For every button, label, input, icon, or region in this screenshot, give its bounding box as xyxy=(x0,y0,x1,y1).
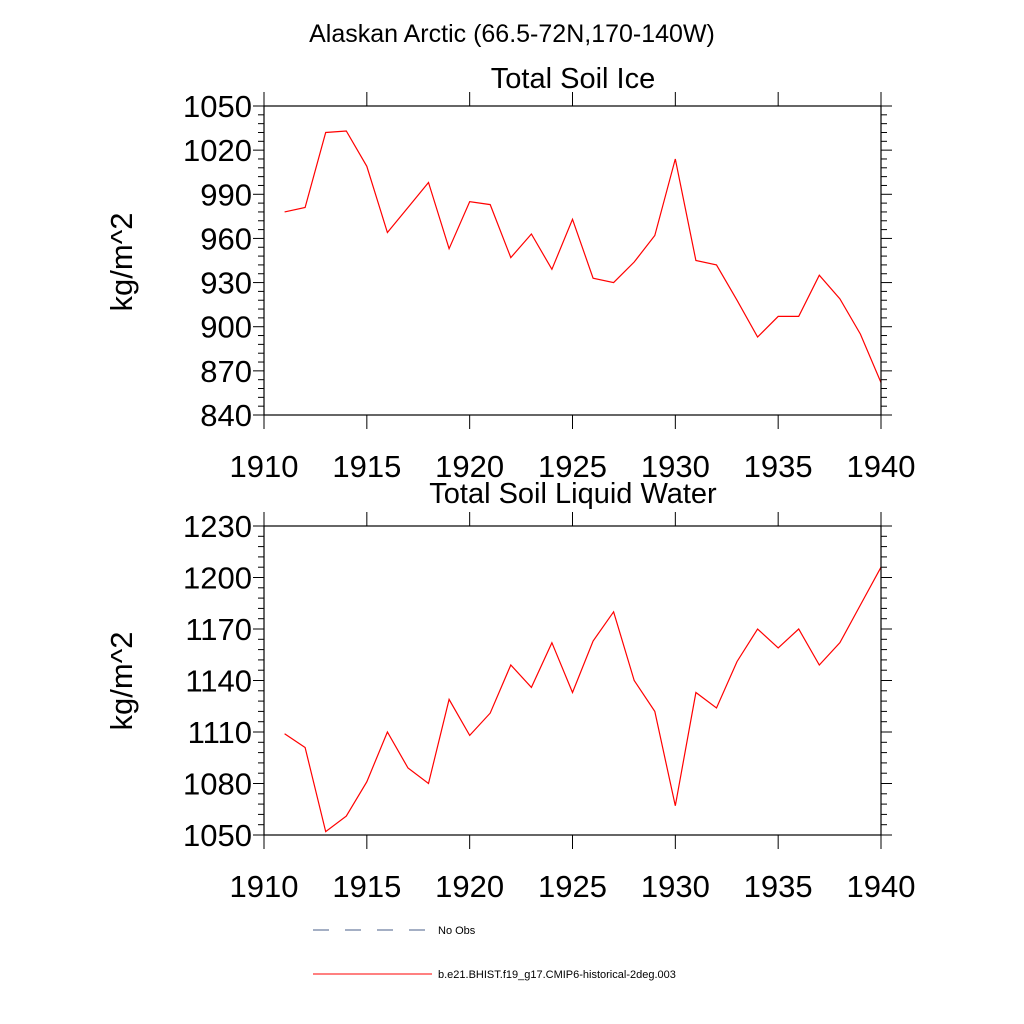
figure-suptitle: Alaskan Arctic (66.5-72N,170-140W) xyxy=(309,20,715,48)
legend-item-model-run: b.e21.BHIST.f19_g17.CMIP6-historical-2de… xyxy=(313,969,676,981)
y-tick-label: 1170 xyxy=(185,612,252,647)
x-tick-label: 1910 xyxy=(230,449,299,484)
series-line xyxy=(284,566,882,833)
series-marks xyxy=(284,566,882,833)
x-tick-label: 1940 xyxy=(847,869,916,904)
axes-ticks: 1050 1080 1110 1140 1170 1200 1230 1910 1915 1920… xyxy=(183,509,915,904)
legend-label: b.e21.BHIST.f19_g17.CMIP6-historical-2de… xyxy=(438,969,676,981)
x-tick-label: 1920 xyxy=(435,869,504,904)
y-tick-label: 1080 xyxy=(183,767,252,802)
legend-label: No Obs xyxy=(438,925,476,937)
x-tick-label: 1935 xyxy=(744,449,813,484)
y-tick-label: 930 xyxy=(200,266,252,301)
panel-title: Total Soil Ice xyxy=(491,63,655,95)
series-marks xyxy=(284,130,882,383)
y-tick-label: 840 xyxy=(200,398,252,433)
y-tick-label: 1230 xyxy=(183,509,252,544)
y-tick-label: 1140 xyxy=(185,664,252,699)
x-tick-label: 1910 xyxy=(230,869,299,904)
y-tick-label: 870 xyxy=(200,354,252,389)
y-tick-label: 900 xyxy=(200,310,252,345)
x-tick-label: 1915 xyxy=(332,869,401,904)
y-tick-label: 1050 xyxy=(183,818,252,853)
y-axis-label: kg/m^2 xyxy=(104,632,139,731)
plot-frame xyxy=(263,105,882,416)
y-tick-label: 1020 xyxy=(183,133,252,168)
y-tick-label: 1200 xyxy=(183,561,252,596)
x-tick-label: 1915 xyxy=(332,449,401,484)
y-tick-label: 990 xyxy=(200,177,252,212)
y-tick-label: 960 xyxy=(200,221,252,256)
axes-ticks: 840 870 900 930 960 990 1020 1050 1910 1915 1920 19… xyxy=(183,89,915,484)
x-tick-label: 1935 xyxy=(744,869,813,904)
panel-total-soil-liquid-water: Total Soil Liquid Water kg/m^2 105010801… xyxy=(104,478,915,904)
y-tick-label: 1050 xyxy=(183,89,252,124)
x-tick-label: 1930 xyxy=(641,869,710,904)
legend: No Obs b.e21.BHIST.f19_g17.CMIP6-histori… xyxy=(313,925,676,981)
plot-frame xyxy=(263,525,882,836)
legend-item-no-obs: No Obs xyxy=(313,925,476,937)
panel-title: Total Soil Liquid Water xyxy=(429,478,717,510)
panel-total-soil-ice: Total Soil Ice kg/m^2 840 870 900 930 960 990… xyxy=(104,63,915,484)
series-line xyxy=(284,130,882,383)
y-axis-label: kg/m^2 xyxy=(104,213,139,312)
x-tick-label: 1920 xyxy=(435,449,504,484)
x-tick-label: 1940 xyxy=(847,449,916,484)
y-tick-label: 1110 xyxy=(188,715,252,750)
x-tick-label: 1925 xyxy=(538,449,607,484)
x-tick-label: 1925 xyxy=(538,869,607,904)
x-tick-label: 1930 xyxy=(641,449,710,484)
